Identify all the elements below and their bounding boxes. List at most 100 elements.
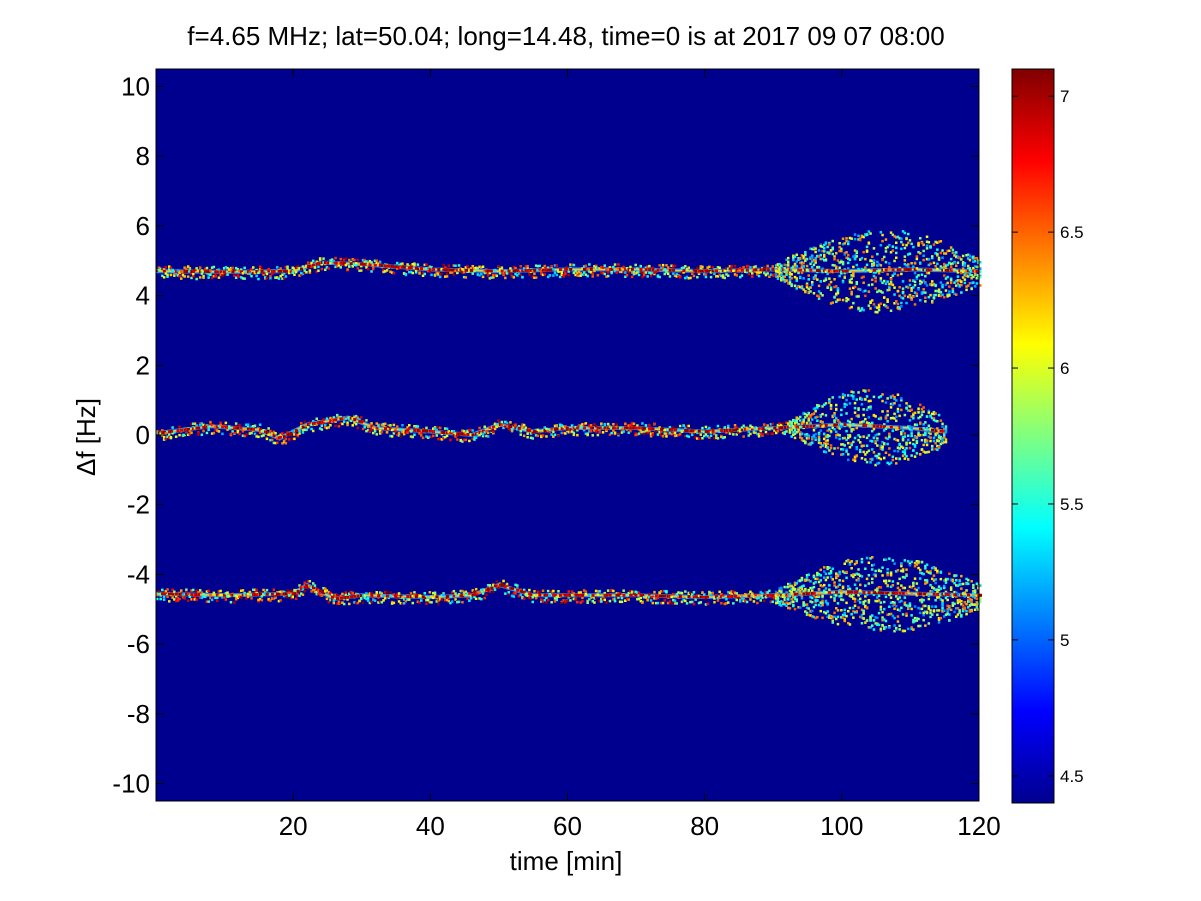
trace-pixel — [269, 438, 272, 442]
trace-pixel — [871, 440, 874, 443]
trace-pixel — [893, 562, 896, 565]
trace-peak — [668, 428, 672, 432]
trace-pixel — [912, 265, 915, 268]
trace-peak — [300, 267, 303, 271]
trace-pixel — [857, 287, 860, 291]
trace-pixel — [342, 602, 346, 606]
trace-pixel — [473, 269, 476, 273]
trace-pixel — [749, 432, 752, 436]
trace-pixel — [874, 588, 877, 592]
trace-pixel — [843, 618, 846, 621]
trace-pixel — [829, 249, 833, 252]
trace-pixel — [209, 422, 212, 425]
trace-pixel — [847, 267, 850, 270]
trace-pixel — [788, 280, 792, 284]
trace-pixel — [915, 277, 919, 280]
trace-pixel — [874, 441, 877, 445]
trace-pixel — [720, 435, 723, 439]
trace-pixel — [860, 557, 864, 561]
trace-peak — [464, 268, 468, 272]
trace-pixel — [426, 436, 430, 439]
trace-pixel — [900, 426, 903, 429]
trace-pixel — [934, 599, 937, 602]
trace-pixel — [915, 275, 919, 278]
trace-pixel — [625, 597, 629, 601]
trace-pixel — [785, 421, 788, 424]
trace-pixel — [598, 267, 601, 270]
trace-pixel — [913, 444, 917, 447]
trace-pixel — [797, 422, 800, 426]
trace-pixel — [800, 286, 804, 290]
trace-pixel — [907, 589, 910, 593]
trace-peak — [334, 418, 338, 422]
trace-peak — [312, 422, 315, 426]
trace-pixel — [495, 274, 498, 278]
trace-pixel — [920, 598, 924, 601]
trace-pixel — [204, 595, 207, 598]
trace-pixel — [949, 608, 953, 612]
trace-pixel — [835, 252, 838, 255]
trace-peak — [564, 593, 568, 597]
trace-pixel — [970, 277, 973, 280]
trace-pixel — [805, 574, 809, 577]
trace-pixel — [941, 606, 944, 610]
trace-pixel — [216, 596, 219, 600]
trace-pixel — [807, 274, 810, 277]
trace-pixel — [709, 592, 713, 595]
trace-pixel — [939, 435, 943, 439]
trace-pixel — [905, 592, 908, 595]
trace-pixel — [910, 408, 913, 412]
trace-pixel — [932, 296, 936, 300]
trace-pixel — [317, 589, 320, 592]
trace-pixel — [673, 274, 677, 277]
trace-pixel — [425, 598, 428, 602]
trace-pixel — [799, 586, 802, 589]
trace-pixel — [756, 601, 759, 605]
trace-pixel — [262, 271, 265, 274]
trace-pixel — [860, 420, 864, 424]
trace-pixel — [517, 272, 521, 275]
trace-pixel — [838, 572, 841, 576]
trace-pixel — [888, 593, 891, 597]
trace-peak — [625, 426, 629, 430]
trace-pixel — [925, 271, 929, 275]
trace-pixel — [787, 582, 790, 586]
trace-pixel — [778, 589, 781, 593]
trace-pixel — [829, 270, 833, 273]
trace-pixel — [481, 265, 485, 268]
trace-pixel — [891, 580, 895, 583]
trace-pixel — [922, 604, 925, 608]
trace-pixel — [732, 269, 735, 272]
trace-pixel — [799, 419, 802, 422]
trace-pixel — [610, 270, 613, 273]
trace-peak — [805, 424, 809, 428]
trace-pixel — [245, 423, 248, 426]
trace-pixel — [809, 614, 812, 617]
trace-pixel — [282, 594, 286, 598]
trace-pixel — [862, 268, 865, 272]
trace-pixel — [186, 592, 190, 595]
trace-peak — [421, 595, 425, 599]
trace-pixel — [157, 269, 161, 272]
trace-pixel — [281, 590, 284, 593]
trace-pixel — [620, 428, 624, 432]
trace-pixel — [447, 264, 450, 267]
trace-pixel — [396, 261, 399, 265]
trace-pixel — [917, 407, 920, 410]
trace-pixel — [661, 589, 665, 593]
trace-pixel — [867, 304, 871, 307]
trace-peak — [195, 426, 199, 430]
trace-peak — [613, 426, 617, 430]
trace-pixel — [967, 582, 970, 585]
trace-pixel — [956, 282, 960, 285]
trace-pixel — [207, 425, 210, 429]
trace-pixel — [824, 612, 828, 615]
trace-pixel — [943, 262, 946, 266]
trace-pixel — [788, 278, 792, 282]
trace-pixel — [850, 560, 853, 563]
trace-pixel — [497, 419, 500, 422]
trace-pixel — [370, 592, 373, 595]
trace-pixel — [365, 429, 368, 433]
trace-pixel — [845, 239, 848, 243]
